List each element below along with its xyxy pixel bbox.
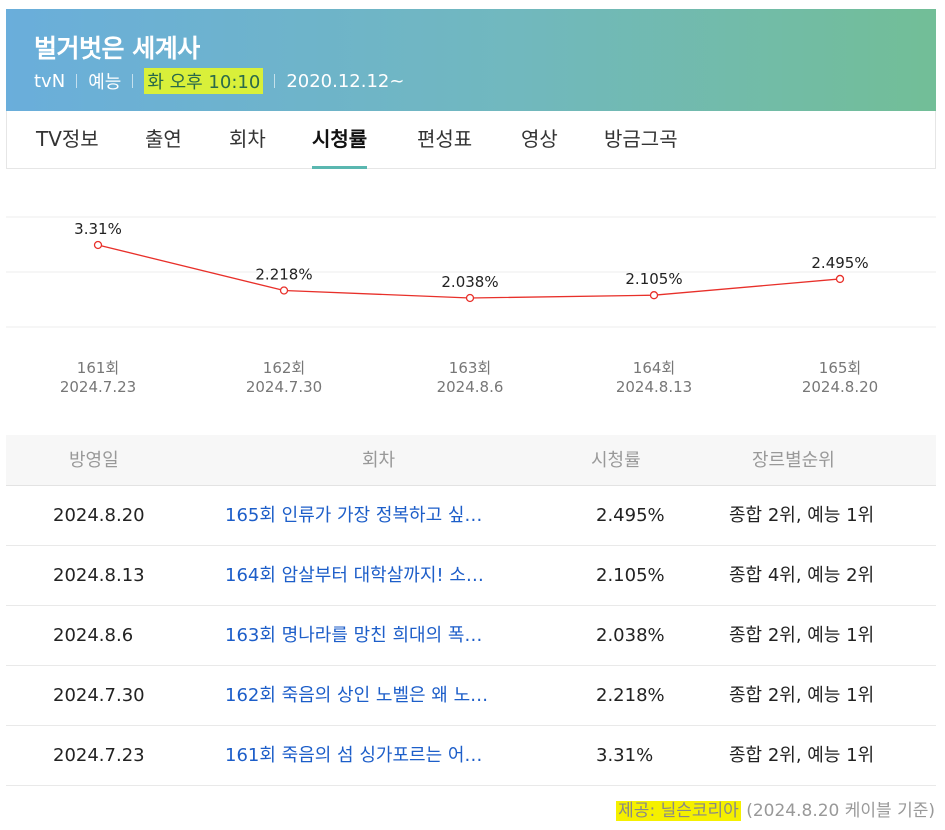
- row-rating: 2.038%: [596, 625, 665, 646]
- rating-point[interactable]: [835, 274, 845, 284]
- row-rank: 종합 2위, 예능 1위: [729, 625, 875, 646]
- rating-point[interactable]: [465, 293, 475, 303]
- row-rank: 종합 4위, 예능 2위: [729, 565, 875, 586]
- tab-cast[interactable]: 출연: [145, 127, 182, 151]
- header-rating: 시청률: [591, 450, 641, 471]
- header-episode: 회차: [362, 450, 396, 471]
- tab-episodes[interactable]: 회차: [229, 127, 266, 151]
- ratings-table: 방영일 회차 시청률 장르별순위 2024.8.20 165회 인류가 가장 정…: [6, 435, 936, 786]
- source-basis: (2024.8.20 케이블 기준): [746, 801, 935, 821]
- tick-date: 2024.8.20: [801, 378, 879, 396]
- x-axis-tick-label: 163회 2024.8.6: [410, 359, 530, 397]
- tick-date: 2024.8.6: [436, 378, 504, 396]
- start-date-label: 2020.12.12~: [286, 70, 405, 92]
- rating-data-label: 2.105%: [625, 270, 682, 288]
- tick-date: 2024.8.13: [615, 378, 693, 396]
- episode-title[interactable]: 회 명나라를 망친 희대의 폭…: [259, 625, 483, 646]
- header-genre-rank: 장르별순위: [752, 450, 835, 471]
- program-title: 벌거벗은 세계사: [34, 34, 200, 63]
- episode-link[interactable]: 161회 죽음의 섬 싱가포르는 어…: [225, 726, 535, 786]
- program-meta: tvN 예능 화 오후 10:10 2020.12.12~: [34, 68, 405, 94]
- episode-number[interactable]: 162: [225, 685, 260, 706]
- row-date: 2024.7.30: [53, 685, 145, 706]
- row-date: 2024.8.13: [53, 565, 145, 586]
- channel-label: tvN: [34, 70, 66, 92]
- row-date: 2024.8.6: [53, 625, 134, 646]
- episode-title[interactable]: 회 죽음의 상인 노벨은 왜 노…: [259, 685, 489, 706]
- episode-link[interactable]: 163회 명나라를 망친 희대의 폭…: [225, 606, 535, 666]
- episode-number[interactable]: 163: [225, 625, 260, 646]
- row-rank: 종합 2위, 예능 1위: [729, 745, 875, 766]
- episode-link[interactable]: 162회 죽음의 상인 노벨은 왜 노…: [225, 666, 535, 726]
- episode-number[interactable]: 161: [225, 745, 260, 766]
- table-row: 2024.8.6 163회 명나라를 망친 희대의 폭… 2.038% 종합 2…: [6, 606, 936, 666]
- tab-song-search[interactable]: 방금그곡: [604, 127, 678, 151]
- rating-data-label: 2.038%: [441, 273, 498, 291]
- tab-videos[interactable]: 영상: [521, 127, 558, 151]
- tab-tv-info[interactable]: TV정보: [36, 127, 99, 151]
- meta-divider: [132, 74, 134, 88]
- tab-schedule[interactable]: 편성표: [417, 127, 473, 151]
- x-axis-tick-label: 162회 2024.7.30: [224, 359, 344, 397]
- episode-link[interactable]: 164회 암살부터 대학살까지! 소…: [225, 546, 535, 606]
- table-row: 2024.7.30 162회 죽음의 상인 노벨은 왜 노… 2.218% 종합…: [6, 666, 936, 726]
- table-row: 2024.8.13 164회 암살부터 대학살까지! 소… 2.105% 종합 …: [6, 546, 936, 606]
- meta-divider: [76, 74, 78, 88]
- row-rank: 종합 2위, 예능 1위: [729, 505, 875, 526]
- header-air-date: 방영일: [69, 450, 119, 471]
- tick-episode: 162회: [262, 359, 306, 377]
- rating-point[interactable]: [93, 240, 103, 250]
- episode-title[interactable]: 회 죽음의 섬 싱가포르는 어…: [259, 745, 483, 766]
- ratings-line-chart: 3.31% 2.218% 2.038% 2.105% 2.495%: [6, 216, 936, 328]
- tab-ratings[interactable]: 시청률: [312, 111, 368, 169]
- table-row: 2024.7.23 161회 죽음의 섬 싱가포르는 어… 3.31% 종합 2…: [6, 726, 936, 786]
- episode-number[interactable]: 165: [225, 505, 260, 526]
- episode-title[interactable]: 회 인류가 가장 정복하고 싶…: [259, 505, 483, 526]
- schedule-label: 화 오후 10:10: [144, 68, 264, 94]
- x-axis-tick-label: 165회 2024.8.20: [780, 359, 900, 397]
- row-rating: 2.105%: [596, 565, 665, 586]
- row-date: 2024.7.23: [53, 745, 145, 766]
- data-source-note: 제공: 닐슨코리아 (2024.8.20 케이블 기준): [616, 796, 935, 821]
- tick-episode: 165회: [818, 359, 862, 377]
- table-header: 방영일 회차 시청률 장르별순위: [6, 435, 936, 486]
- episode-link[interactable]: 165회 인류가 가장 정복하고 싶…: [225, 486, 535, 546]
- genre-label: 예능: [88, 72, 122, 93]
- row-rating: 3.31%: [596, 745, 654, 766]
- rating-data-label: 2.218%: [255, 266, 312, 284]
- tick-episode: 164회: [632, 359, 676, 377]
- tab-bar: TV정보 출연 회차 시청률 편성표 영상 방금그곡: [6, 111, 936, 169]
- rating-data-label: 2.495%: [811, 254, 868, 272]
- row-date: 2024.8.20: [53, 505, 145, 526]
- rating-point[interactable]: [279, 286, 289, 295]
- row-rating: 2.218%: [596, 685, 665, 706]
- x-axis-tick-label: 164회 2024.8.13: [594, 359, 714, 397]
- tick-episode: 163회: [448, 359, 492, 377]
- x-axis-tick-label: 161회 2024.7.23: [38, 359, 158, 397]
- episode-number[interactable]: 164: [225, 565, 260, 586]
- rating-point[interactable]: [649, 291, 659, 300]
- ratings-chart: 3.31% 2.218% 2.038% 2.105% 2.495% 161회 2024.7…: [6, 205, 936, 405]
- tick-episode: 161회: [76, 359, 120, 377]
- meta-divider: [274, 74, 276, 88]
- source-provider: 제공: 닐슨코리아: [616, 801, 741, 821]
- tick-date: 2024.7.30: [245, 378, 323, 396]
- table-row: 2024.8.20 165회 인류가 가장 정복하고 싶… 2.495% 종합 …: [6, 486, 936, 546]
- row-rank: 종합 2위, 예능 1위: [729, 685, 875, 706]
- row-rating: 2.495%: [596, 505, 665, 526]
- program-header: 벌거벗은 세계사 tvN 예능 화 오후 10:10 2020.12.12~: [6, 9, 936, 111]
- rating-data-label: 3.31%: [74, 220, 122, 238]
- episode-title[interactable]: 회 암살부터 대학살까지! 소…: [259, 565, 484, 586]
- tick-date: 2024.7.23: [59, 378, 137, 396]
